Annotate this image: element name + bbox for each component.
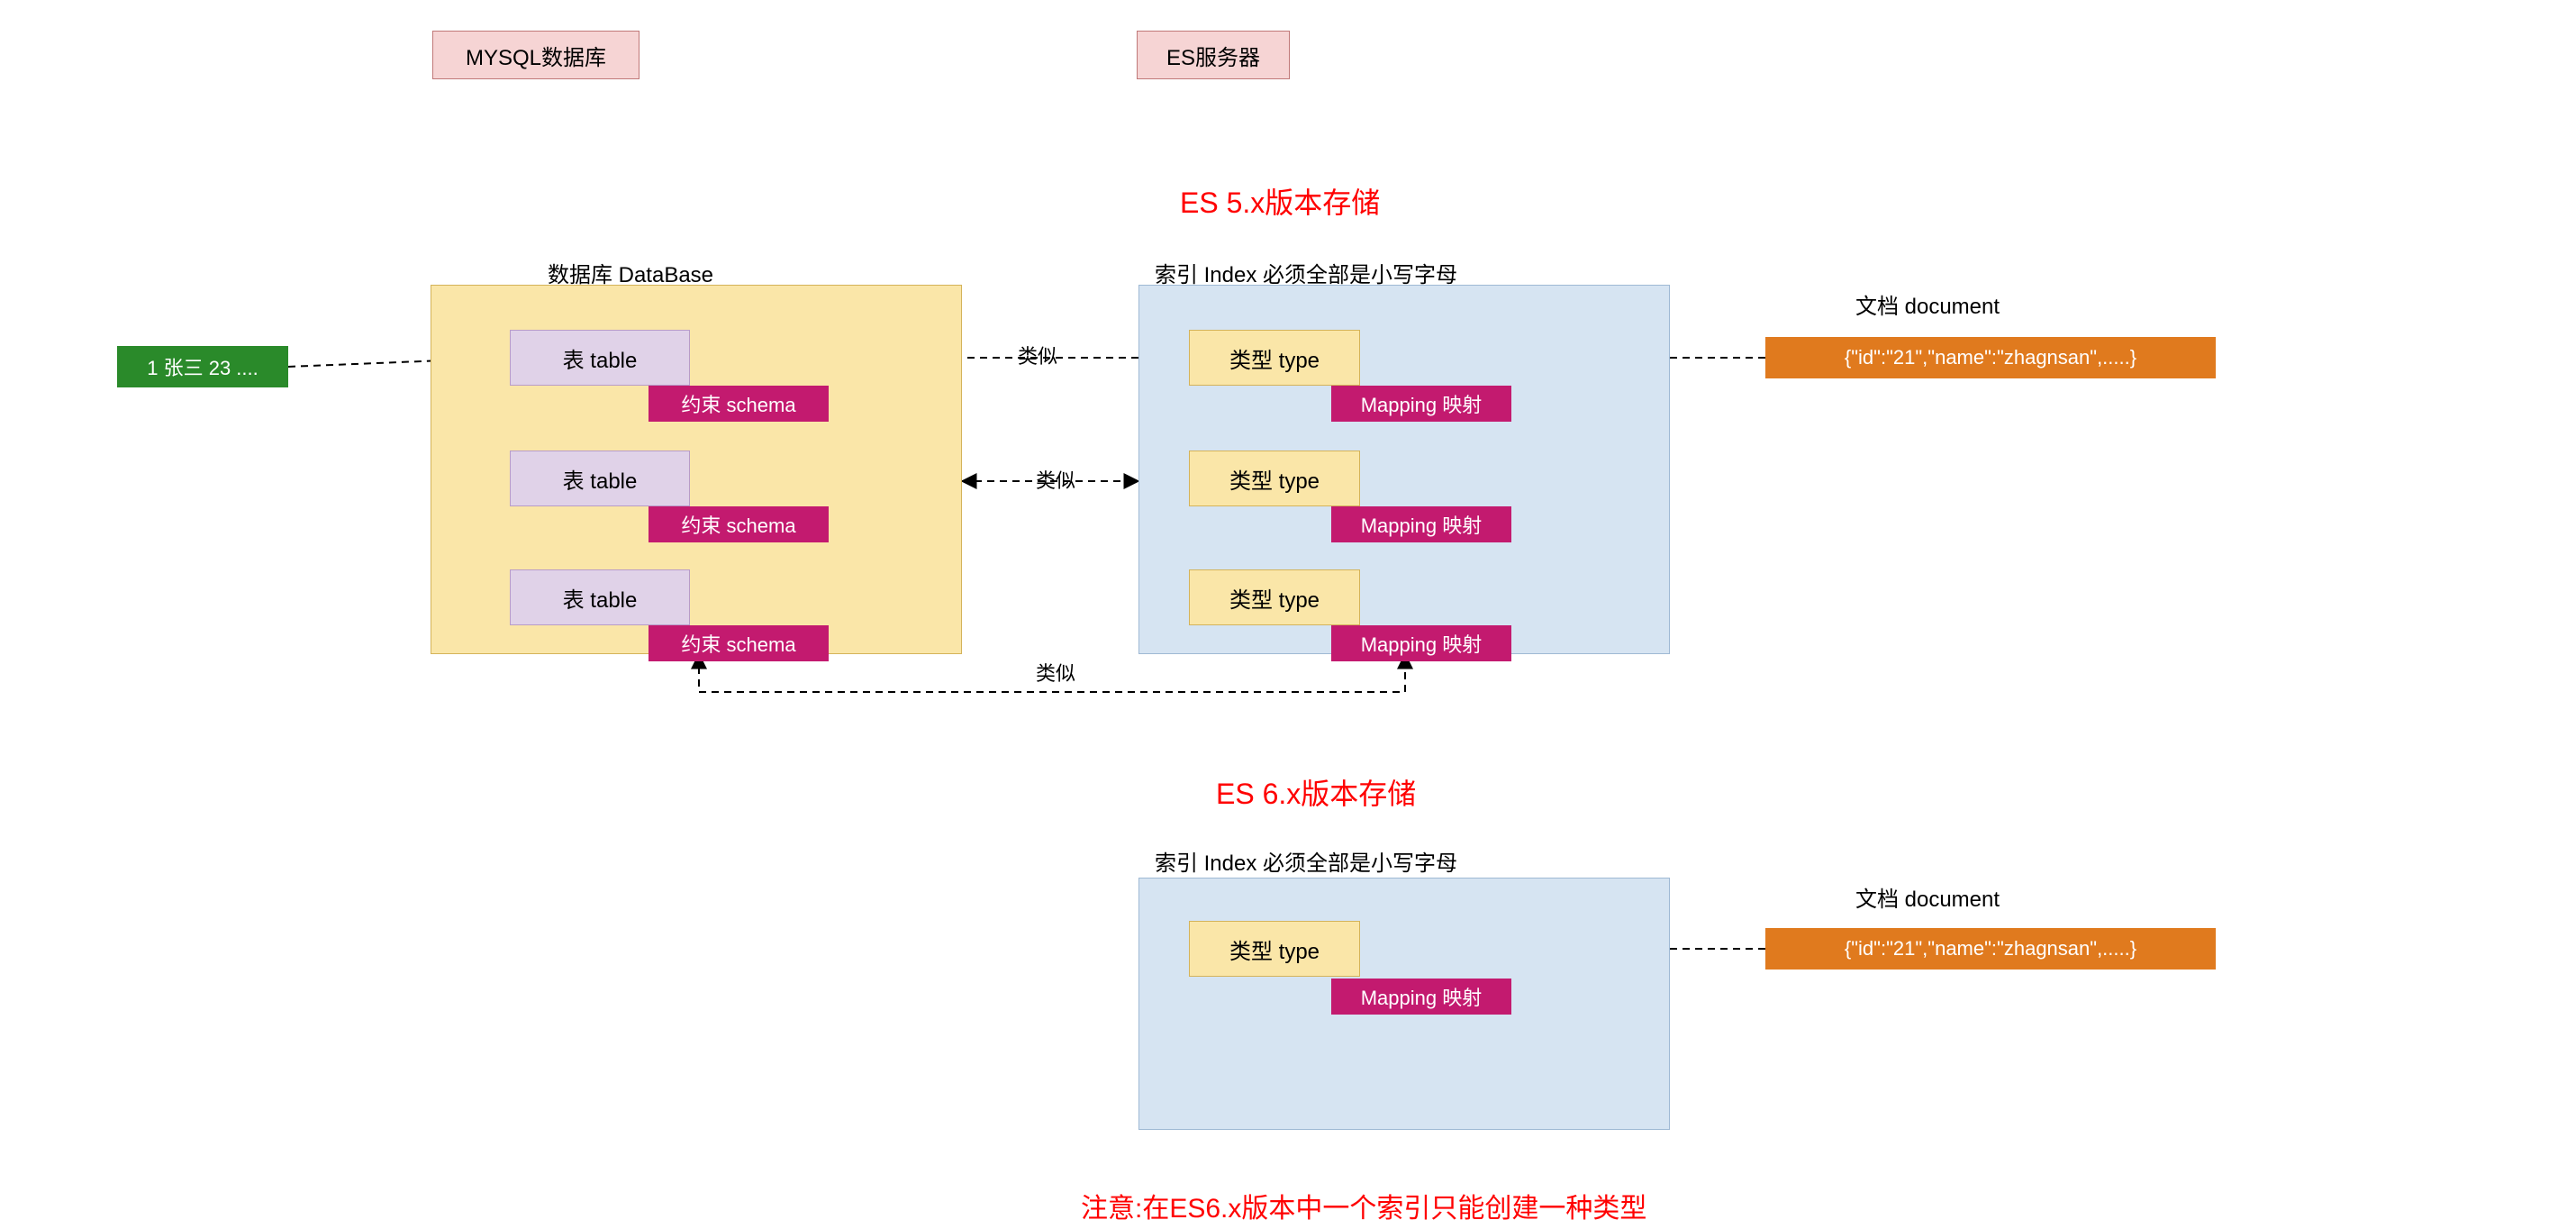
- es6-title: ES 6.x版本存储: [1216, 771, 1416, 813]
- mapping-box-es6: Mapping 映射: [1331, 979, 1511, 1015]
- es-header: ES服务器: [1137, 31, 1290, 79]
- table-box-1: 表 table: [510, 451, 690, 506]
- index-label-2: 索引 Index 必须全部是小写字母: [1155, 845, 1457, 877]
- type-box-1: 类型 type: [1189, 451, 1360, 506]
- document-label-1: 文档 document: [1855, 288, 2000, 320]
- database-label: 数据库 DataBase: [548, 257, 713, 288]
- mapping-box-1: Mapping 映射: [1331, 506, 1511, 542]
- type-box-0: 类型 type: [1189, 330, 1360, 386]
- similar-label-2: 类似: [1036, 465, 1075, 494]
- mysql-header: MYSQL数据库: [432, 31, 639, 79]
- es5-title: ES 5.x版本存储: [1180, 180, 1380, 222]
- similar-label-1: 类似: [1018, 341, 1057, 369]
- json-box-1: {"id":"21","name":"zhagnsan",.....}: [1765, 337, 2216, 378]
- table-box-0: 表 table: [510, 330, 690, 386]
- record-box: 1 张三 23 ....: [117, 346, 288, 387]
- document-label-2: 文档 document: [1855, 881, 2000, 913]
- type-box-2: 类型 type: [1189, 569, 1360, 625]
- table-box-2: 表 table: [510, 569, 690, 625]
- mapping-box-0: Mapping 映射: [1331, 386, 1511, 422]
- type-box-es6: 类型 type: [1189, 921, 1360, 977]
- schema-box-2: 约束 schema: [649, 625, 829, 661]
- schema-box-0: 约束 schema: [649, 386, 829, 422]
- mapping-box-2: Mapping 映射: [1331, 625, 1511, 661]
- index-label: 索引 Index 必须全部是小写字母: [1155, 257, 1457, 288]
- similar-label-3: 类似: [1036, 658, 1075, 687]
- schema-box-1: 约束 schema: [649, 506, 829, 542]
- note-text: 注意:在ES6.x版本中一个索引只能创建一种类型: [1081, 1186, 1646, 1225]
- json-box-2: {"id":"21","name":"zhagnsan",.....}: [1765, 928, 2216, 970]
